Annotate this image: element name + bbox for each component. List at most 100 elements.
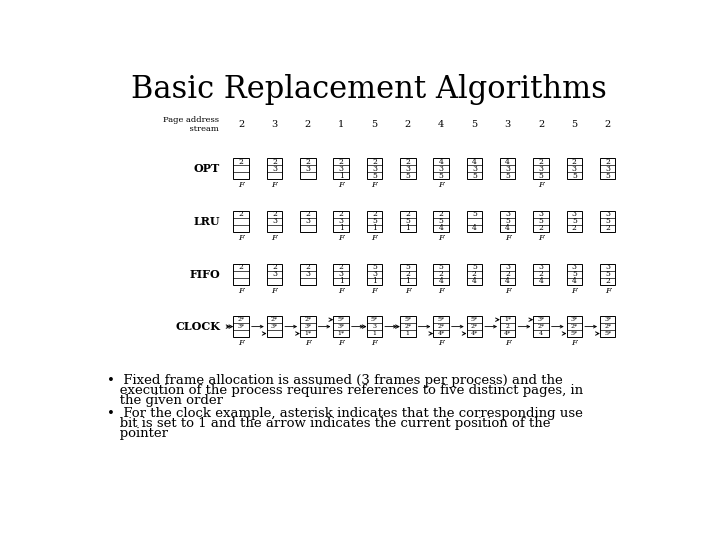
Text: 2: 2 — [338, 158, 343, 166]
Text: 3: 3 — [372, 270, 377, 278]
Text: 1: 1 — [406, 331, 410, 336]
Text: 3: 3 — [572, 165, 577, 173]
Text: 4: 4 — [438, 224, 444, 232]
Text: F: F — [238, 339, 244, 347]
Text: 3: 3 — [272, 217, 277, 225]
Bar — [567, 158, 582, 179]
Bar — [500, 316, 516, 337]
Text: •  For the clock example, asterisk indicates that the corresponding use: • For the clock example, asterisk indica… — [107, 408, 583, 421]
Bar — [266, 264, 282, 285]
Bar — [600, 158, 616, 179]
Text: 1*: 1* — [305, 331, 311, 336]
Text: 4*: 4* — [438, 331, 445, 336]
Text: LRU: LRU — [194, 215, 220, 227]
Text: 3: 3 — [271, 120, 278, 130]
Text: F: F — [572, 339, 577, 347]
Text: F: F — [505, 339, 510, 347]
Text: 4: 4 — [572, 277, 577, 285]
Text: F: F — [538, 234, 544, 242]
Text: 1: 1 — [338, 120, 344, 130]
Text: the given order: the given order — [107, 394, 223, 407]
Text: F: F — [538, 181, 544, 190]
Text: 3: 3 — [606, 264, 611, 271]
Text: 3*: 3* — [271, 324, 278, 329]
Text: 3: 3 — [572, 210, 577, 218]
Bar — [233, 211, 249, 232]
Bar — [433, 158, 449, 179]
Text: bit is set to 1 and the arrow indicates the current position of the: bit is set to 1 and the arrow indicates … — [107, 417, 551, 430]
Text: 2: 2 — [539, 270, 544, 278]
Text: 5: 5 — [438, 172, 444, 180]
Text: 3: 3 — [505, 120, 511, 130]
Bar — [300, 211, 315, 232]
Text: 3: 3 — [305, 217, 310, 225]
Text: 2: 2 — [305, 158, 310, 166]
Text: OPT: OPT — [194, 163, 220, 174]
Text: 5: 5 — [572, 217, 577, 225]
Text: 5: 5 — [606, 172, 610, 180]
Text: 3*: 3* — [238, 324, 245, 329]
Text: 3: 3 — [305, 270, 310, 278]
Text: 2: 2 — [238, 120, 244, 130]
Text: F: F — [438, 234, 444, 242]
Text: 1: 1 — [405, 277, 410, 285]
Text: 4: 4 — [438, 158, 444, 166]
Text: 2: 2 — [305, 264, 310, 271]
Text: 3: 3 — [372, 165, 377, 173]
Text: F: F — [271, 234, 277, 242]
Text: 1: 1 — [338, 224, 343, 232]
Text: 5*: 5* — [438, 317, 445, 322]
Text: 2: 2 — [272, 264, 277, 271]
Text: 2: 2 — [405, 158, 410, 166]
Text: 5: 5 — [572, 270, 577, 278]
Text: 2: 2 — [505, 270, 510, 278]
Text: F: F — [405, 287, 410, 295]
Text: 4: 4 — [505, 277, 510, 285]
Bar — [400, 211, 415, 232]
Bar — [534, 158, 549, 179]
Text: 3: 3 — [272, 270, 277, 278]
Text: 2: 2 — [239, 158, 243, 166]
Bar — [467, 211, 482, 232]
Text: F: F — [605, 287, 611, 295]
Text: 4: 4 — [438, 277, 444, 285]
Text: 5: 5 — [539, 172, 544, 180]
Text: F: F — [505, 287, 510, 295]
Text: 5: 5 — [405, 217, 410, 225]
Text: 5: 5 — [438, 217, 444, 225]
Text: 5: 5 — [372, 217, 377, 225]
Text: 3: 3 — [505, 165, 510, 173]
Text: 3: 3 — [472, 165, 477, 173]
Text: 2: 2 — [305, 210, 310, 218]
Text: 3: 3 — [505, 264, 510, 271]
Text: 3: 3 — [372, 324, 377, 329]
Text: 5: 5 — [372, 264, 377, 271]
Text: 5*: 5* — [371, 317, 378, 322]
Text: F: F — [238, 287, 244, 295]
Text: 2*: 2* — [471, 324, 478, 329]
Text: FIFO: FIFO — [189, 269, 220, 280]
Text: 2: 2 — [305, 120, 311, 130]
Text: 4*: 4* — [504, 331, 511, 336]
Text: 2: 2 — [606, 158, 610, 166]
Text: 1: 1 — [338, 277, 343, 285]
Text: 4*: 4* — [471, 331, 478, 336]
Text: 3: 3 — [606, 210, 611, 218]
Text: F: F — [338, 287, 344, 295]
Text: F: F — [238, 181, 244, 190]
Bar — [567, 316, 582, 337]
Text: F: F — [338, 181, 344, 190]
Bar — [300, 316, 315, 337]
Text: 5: 5 — [505, 172, 510, 180]
Bar — [600, 211, 616, 232]
Bar — [500, 264, 516, 285]
Text: 1: 1 — [405, 224, 410, 232]
Text: 3: 3 — [305, 165, 310, 173]
Text: 5: 5 — [606, 217, 610, 225]
Bar — [600, 316, 616, 337]
Text: 1: 1 — [372, 277, 377, 285]
Text: 2: 2 — [338, 264, 343, 271]
Text: 1: 1 — [338, 172, 343, 180]
Text: F: F — [505, 234, 510, 242]
Text: 5: 5 — [372, 172, 377, 180]
